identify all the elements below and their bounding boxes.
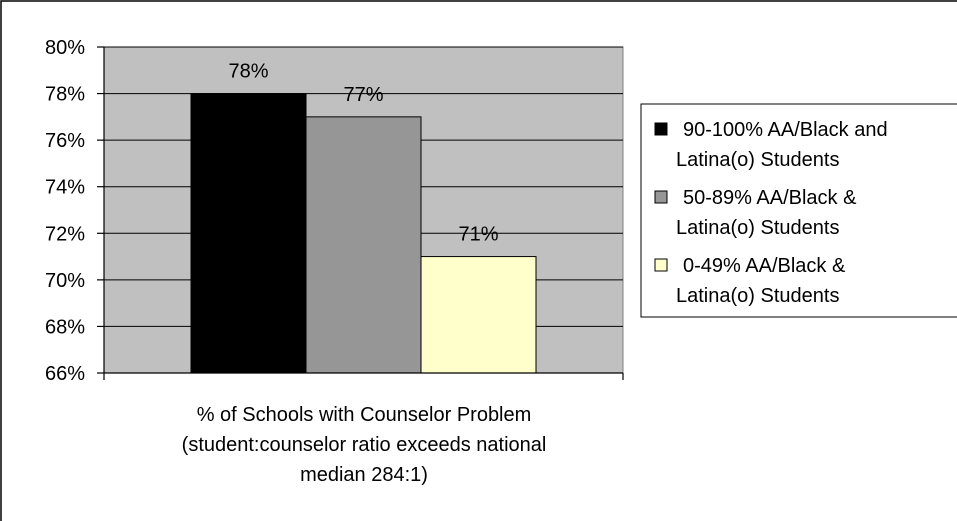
y-tick-label: 76% (45, 130, 85, 152)
legend[interactable]: 90-100% AA/Black and Latina(o) Students 50… (640, 103, 957, 318)
data-label: 78% (228, 61, 268, 83)
y-tick-label: 66% (45, 363, 85, 385)
x-axis-title: % of Schools with Counselor Problem (stud… (182, 404, 547, 486)
y-tick-label: 80% (45, 37, 85, 59)
legend-swatch (654, 258, 668, 272)
y-tick-label: 78% (45, 84, 85, 106)
legend-label: 0-49% AA/Black & (683, 255, 846, 277)
legend-label: 90-100% AA/Black and (683, 119, 888, 141)
legend-box (640, 103, 957, 318)
bar (305, 116, 422, 374)
bar (190, 93, 307, 374)
data-label: 77% (343, 84, 383, 106)
y-tick-label: 70% (45, 270, 85, 292)
data-label: 71% (458, 224, 498, 246)
x-axis-title-line: median 284:1) (300, 464, 428, 486)
legend-swatch (654, 190, 668, 204)
legend-label: Latina(o) Students (676, 149, 839, 171)
bar (420, 256, 537, 374)
bars (190, 93, 537, 374)
y-tick-labels: 66% 68% 70% 72% 74% 76% 78% 80% (45, 37, 85, 385)
data-labels: 78% 77% 71% (228, 61, 498, 246)
legend-label: Latina(o) Students (676, 285, 839, 307)
legend-label: Latina(o) Students (676, 217, 839, 239)
axes (97, 46, 624, 380)
y-tick-label: 68% (45, 316, 85, 338)
x-axis-title-line: (student:counselor ratio exceeds nationa… (182, 434, 547, 456)
y-tick-label: 72% (45, 223, 85, 245)
legend-swatch (654, 122, 668, 136)
y-tick-label: 74% (45, 177, 85, 199)
legend-label: 50-89% AA/Black & (683, 187, 857, 209)
x-axis-title-line: % of Schools with Counselor Problem (197, 404, 532, 426)
